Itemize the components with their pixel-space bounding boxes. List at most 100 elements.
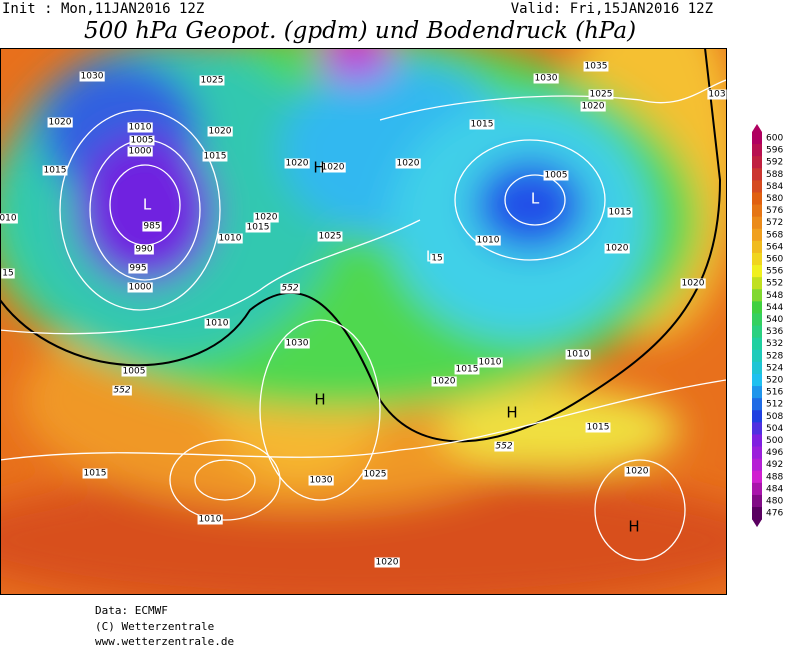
isobar-label-box xyxy=(624,466,650,477)
isobar-label-box xyxy=(128,263,148,274)
valid-time: Valid: Fri,15JAN2016 12Z xyxy=(511,1,713,17)
footer-data: Data: ECMWF xyxy=(95,604,168,617)
isobar-label: 1015 xyxy=(471,120,494,130)
colorbar-label: 548 xyxy=(766,291,783,301)
colorbar-label: 492 xyxy=(766,460,783,470)
isobar-label-box xyxy=(308,475,334,486)
colorbar-label: 560 xyxy=(766,255,783,265)
isobar-label: 1000 xyxy=(129,147,152,157)
isobar-label-box xyxy=(47,117,73,128)
isobar-label: 1010 xyxy=(479,358,502,368)
pressure-center: H xyxy=(506,404,517,422)
isobar-label-box xyxy=(127,282,153,293)
geopotential-label-box xyxy=(494,441,514,452)
isobar-label: 1015 xyxy=(44,166,67,176)
colorbar-label: 516 xyxy=(766,388,783,398)
colorbar-label: 556 xyxy=(766,267,783,277)
isobar-label-box xyxy=(469,119,495,130)
isobar-label: 1015 xyxy=(204,152,227,162)
isobar-label-box xyxy=(431,376,457,387)
pressure-center: L xyxy=(143,196,152,214)
isobar-label-box xyxy=(127,122,153,133)
colorbar-swatch xyxy=(752,470,762,484)
isobar-label-box xyxy=(245,222,271,233)
colorbar-label: 524 xyxy=(766,363,783,373)
isobar-label-box xyxy=(707,89,727,100)
isobar-label-box xyxy=(585,422,611,433)
colorbar-swatch xyxy=(752,373,762,387)
field xyxy=(1,470,726,594)
isobar-label: 1020 xyxy=(209,127,232,137)
colorbar-label: 480 xyxy=(766,497,783,507)
colorbar-swatch xyxy=(752,386,762,399)
isobar-label-box xyxy=(202,151,228,162)
colorbar-swatch xyxy=(752,131,762,145)
colorbar-swatch xyxy=(752,434,762,448)
isobar-label: 1030 xyxy=(81,72,104,82)
colorbar-label: 512 xyxy=(766,400,783,410)
isobar-label: 1020 xyxy=(376,558,399,568)
footer-url: www.wetterzentrale.de xyxy=(95,635,234,646)
colorbar-label: 592 xyxy=(766,158,783,168)
isobar-label: 103 xyxy=(708,90,725,100)
colorbar-label: 508 xyxy=(766,412,783,422)
footer-copyright: (C) Wetterzentrale xyxy=(95,620,214,633)
isobar-label: 15 xyxy=(2,269,13,279)
colorbar-label: 532 xyxy=(766,339,783,349)
isobar-label: 1015 xyxy=(609,208,632,218)
colorbar-swatch xyxy=(752,240,762,254)
isobar-label: 1000 xyxy=(129,283,152,293)
colorbar-label: 488 xyxy=(766,472,783,482)
isobar-label-box xyxy=(580,101,606,112)
isobar-label-box xyxy=(121,366,147,377)
colorbar-swatch xyxy=(752,398,762,411)
isobar-label: 010 xyxy=(0,214,17,224)
colorbar-swatch xyxy=(752,507,762,520)
colorbar-swatch xyxy=(752,422,762,435)
isobar-label: 1010 xyxy=(206,319,229,329)
isobar-label-box xyxy=(604,243,630,254)
colorbar-label: 564 xyxy=(766,242,783,252)
colorbar-label: 504 xyxy=(766,424,783,434)
colorbar-label: 572 xyxy=(766,218,783,228)
colorbar-swatch xyxy=(752,289,762,302)
map-frame xyxy=(0,48,727,595)
isobar-label: 985 xyxy=(143,222,160,232)
colorbar-cap xyxy=(752,519,762,528)
isobar-label: 1010 xyxy=(219,234,242,244)
isobar-label: 1015 xyxy=(84,469,107,479)
isobar-label: 1015 xyxy=(587,423,610,433)
isobar-label: 1015 xyxy=(247,223,270,233)
colorbar-swatch xyxy=(752,361,762,375)
isobar-label-box xyxy=(217,233,243,244)
colorbar-label: 588 xyxy=(766,170,783,180)
isobar-label: 1010 xyxy=(129,123,152,133)
colorbar-swatch xyxy=(752,216,762,230)
geopotential-label: 552 xyxy=(281,284,298,294)
pressure-center: H xyxy=(628,518,639,536)
colorbar-swatch xyxy=(752,265,762,278)
isobar-label: 1020 xyxy=(606,244,629,254)
colorbar-swatch xyxy=(752,192,762,206)
isobar-label: 990 xyxy=(135,245,152,255)
isobar-label: 1025 xyxy=(364,470,387,480)
isobar-label-box xyxy=(454,364,480,375)
isobar-label-box xyxy=(543,170,569,181)
colorbar-label: 536 xyxy=(766,327,783,337)
isobar-label: 1030 xyxy=(286,339,309,349)
isobar-label-box xyxy=(320,162,346,173)
isobar-label: 1020 xyxy=(582,102,605,112)
colorbar-swatch xyxy=(752,458,762,472)
isobar-label-box xyxy=(362,469,388,480)
isobar-label: 1010 xyxy=(477,236,500,246)
isobar-label: 15 xyxy=(431,254,442,264)
colorbar-swatch xyxy=(752,144,762,157)
colorbar-label: 576 xyxy=(766,206,783,216)
field xyxy=(315,48,395,80)
pressure-center: L xyxy=(531,190,540,208)
map-title: 500 hPa Geopot. (gpdm) und Bodendruck (h… xyxy=(84,18,636,44)
isobar-label-box xyxy=(142,221,162,232)
geopotential-label: 552 xyxy=(113,386,130,396)
isobar-label: 1005 xyxy=(123,367,146,377)
